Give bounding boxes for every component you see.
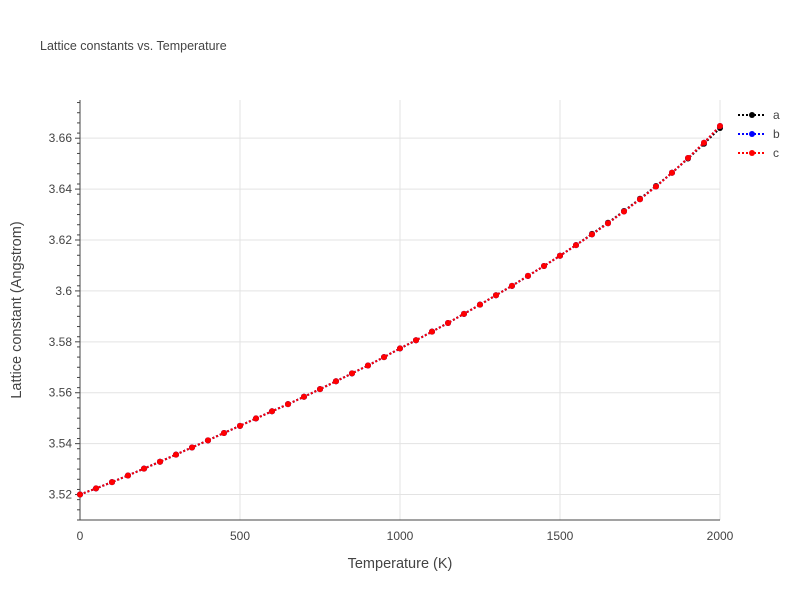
data-point-c bbox=[77, 491, 83, 498]
data-point-c bbox=[525, 272, 531, 279]
data-point-c bbox=[221, 429, 227, 436]
y-tick-label: 3.6 bbox=[55, 284, 72, 298]
x-axis-title: Temperature (K) bbox=[348, 556, 453, 572]
series-layer bbox=[77, 122, 723, 498]
x-tick-label: 1500 bbox=[547, 529, 574, 543]
data-point-c bbox=[589, 231, 595, 238]
data-point-c bbox=[93, 485, 99, 492]
data-point-c bbox=[173, 451, 179, 458]
legend-item-a[interactable]: a bbox=[738, 108, 780, 122]
legend-marker bbox=[749, 131, 755, 137]
legend-item-c[interactable]: c bbox=[738, 146, 779, 160]
x-tick-label: 1000 bbox=[387, 529, 414, 543]
data-point-c bbox=[493, 292, 499, 299]
data-point-c bbox=[365, 362, 371, 369]
series-line-c bbox=[79, 125, 721, 496]
data-point-c bbox=[109, 479, 115, 486]
axes: 3.52 3.54 3.56 3.58 3.6 3.62 3.64 3.66 0 500 1000 1… bbox=[49, 100, 734, 543]
data-point-c bbox=[717, 122, 723, 129]
data-point-c bbox=[445, 319, 451, 326]
legend-label: a bbox=[773, 108, 780, 122]
data-point-c bbox=[701, 139, 707, 146]
data-point-c bbox=[205, 437, 211, 444]
y-tick-label: 3.54 bbox=[49, 437, 73, 451]
data-point-c bbox=[621, 208, 627, 215]
data-point-c bbox=[253, 415, 259, 422]
legend-marker bbox=[749, 112, 755, 118]
data-point-c bbox=[237, 422, 243, 429]
y-tick-label: 3.64 bbox=[49, 182, 73, 196]
data-point-c bbox=[685, 155, 691, 162]
data-point-c bbox=[301, 393, 307, 400]
data-point-c bbox=[189, 444, 195, 451]
data-point-c bbox=[509, 282, 515, 289]
data-point-c bbox=[429, 328, 435, 335]
data-point-c bbox=[413, 337, 419, 344]
legend-label: c bbox=[773, 146, 779, 160]
y-tick-label: 3.56 bbox=[49, 386, 73, 400]
data-point-c bbox=[605, 220, 611, 227]
data-point-c bbox=[317, 386, 323, 393]
y-tick-label: 3.66 bbox=[49, 131, 73, 145]
data-point-c bbox=[573, 242, 579, 249]
data-point-c bbox=[461, 310, 467, 317]
data-point-c bbox=[349, 370, 355, 377]
data-point-c bbox=[269, 408, 275, 415]
data-point-c bbox=[477, 301, 483, 308]
x-tick-label: 0 bbox=[77, 529, 84, 543]
x-tick-label: 2000 bbox=[707, 529, 734, 543]
x-tick-label: 500 bbox=[230, 529, 250, 543]
data-point-c bbox=[557, 252, 563, 259]
y-tick-label: 3.58 bbox=[49, 335, 73, 349]
data-point-c bbox=[669, 169, 675, 176]
data-point-c bbox=[381, 354, 387, 361]
chart-title: Lattice constants vs. Temperature bbox=[40, 39, 227, 53]
y-axis-title: Lattice constant (Angstrom) bbox=[9, 221, 25, 398]
data-point-c bbox=[285, 401, 291, 408]
data-point-c bbox=[653, 183, 659, 190]
data-point-c bbox=[397, 345, 403, 352]
data-point-c bbox=[637, 196, 643, 203]
data-point-c bbox=[125, 472, 131, 479]
y-tick-label: 3.62 bbox=[49, 233, 73, 247]
legend-item-b[interactable]: b bbox=[738, 127, 780, 141]
series-c bbox=[77, 122, 723, 498]
data-point-c bbox=[141, 465, 147, 472]
data-point-c bbox=[157, 458, 163, 465]
legend[interactable]: abc bbox=[738, 108, 780, 160]
data-point-c bbox=[541, 262, 547, 269]
y-tick-label: 3.52 bbox=[49, 488, 73, 502]
legend-marker bbox=[749, 150, 755, 156]
data-point-c bbox=[333, 378, 339, 385]
legend-label: b bbox=[773, 127, 780, 141]
